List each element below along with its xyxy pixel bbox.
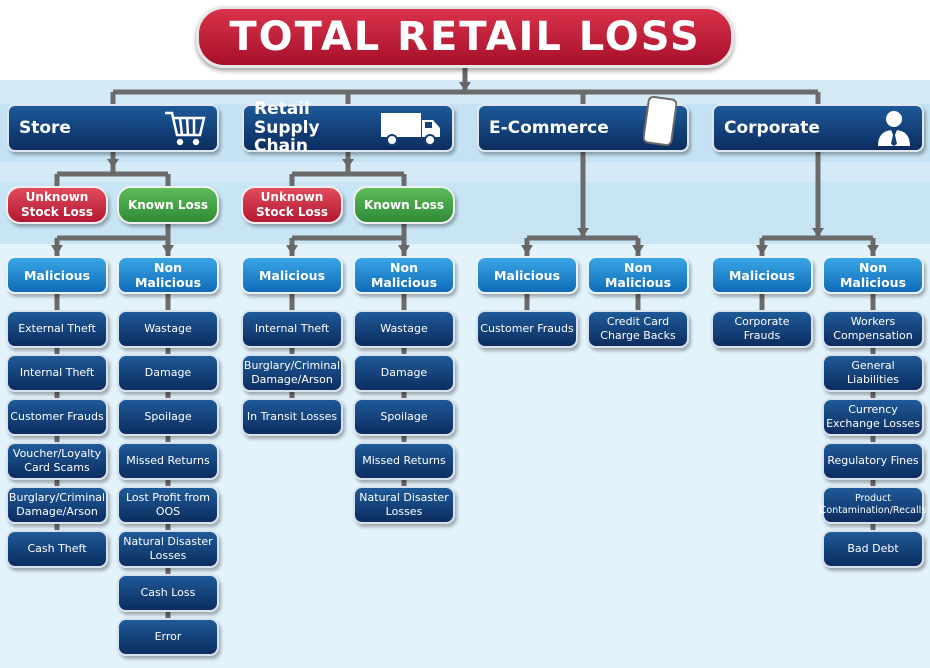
- loss-item[interactable]: Natural Disaster Losses: [117, 530, 219, 568]
- loss-item[interactable]: Burglary/Criminal Damage/Arson: [6, 486, 108, 524]
- loss-item[interactable]: Cash Loss: [117, 574, 219, 612]
- non-malicious-header-supply-chain[interactable]: Non Malicious: [353, 256, 455, 294]
- loss-item[interactable]: Damage: [117, 354, 219, 392]
- loss-item[interactable]: Currency Exchange Losses: [822, 398, 924, 436]
- category-store[interactable]: Store: [7, 104, 219, 152]
- unknown-stock-loss-store[interactable]: Unknown Stock Loss: [6, 186, 108, 224]
- malicious-header-e-commerce[interactable]: Malicious: [476, 256, 578, 294]
- background-band: [0, 162, 930, 182]
- loss-item[interactable]: Bad Debt: [822, 530, 924, 568]
- category-retail-supply-chain[interactable]: Retail Supply Chain: [242, 100, 454, 156]
- page-title: TOTAL RETAIL LOSS: [196, 6, 734, 68]
- loss-item[interactable]: In Transit Losses: [241, 398, 343, 436]
- loss-item[interactable]: Damage: [353, 354, 455, 392]
- category-label: Corporate: [724, 117, 820, 138]
- loss-item[interactable]: Cash Theft: [6, 530, 108, 568]
- loss-item[interactable]: Wastage: [353, 310, 455, 348]
- category-label: E-Commerce: [489, 117, 609, 138]
- loss-item[interactable]: Corporate Frauds: [711, 310, 813, 348]
- shopping-cart-icon: [163, 108, 207, 148]
- loss-item[interactable]: Credit Card Charge Backs: [587, 310, 689, 348]
- loss-item[interactable]: Voucher/Loyalty Card Scams: [6, 442, 108, 480]
- unknown-stock-loss-supply-chain[interactable]: Unknown Stock Loss: [241, 186, 343, 224]
- category-label: Retail Supply Chain: [254, 98, 320, 157]
- loss-item[interactable]: Internal Theft: [6, 354, 108, 392]
- loss-item[interactable]: Lost Profit from OOS: [117, 486, 219, 524]
- loss-item[interactable]: Missed Returns: [353, 442, 455, 480]
- loss-item[interactable]: Wastage: [117, 310, 219, 348]
- known-loss-store[interactable]: Known Loss: [117, 186, 219, 224]
- malicious-header-supply-chain[interactable]: Malicious: [241, 256, 343, 294]
- loss-item[interactable]: Product Contamination/Recalls: [820, 486, 926, 524]
- loss-item[interactable]: Internal Theft: [241, 310, 343, 348]
- loss-item[interactable]: Missed Returns: [117, 442, 219, 480]
- delivery-truck-icon: [380, 109, 442, 147]
- malicious-header-corporate[interactable]: Malicious: [711, 256, 813, 294]
- category-e-commerce[interactable]: E-Commerce: [477, 96, 689, 152]
- loss-item[interactable]: General Liabilities: [822, 354, 924, 392]
- loss-item[interactable]: Spoilage: [117, 398, 219, 436]
- businessman-icon: [876, 109, 912, 147]
- smartphone-icon: [643, 96, 677, 148]
- loss-item[interactable]: External Theft: [6, 310, 108, 348]
- loss-item[interactable]: Spoilage: [353, 398, 455, 436]
- non-malicious-header-store[interactable]: Non Malicious: [117, 256, 219, 294]
- malicious-header-store[interactable]: Malicious: [6, 256, 108, 294]
- loss-item[interactable]: Error: [117, 618, 219, 656]
- loss-item[interactable]: Customer Frauds: [6, 398, 108, 436]
- loss-item[interactable]: Natural Disaster Losses: [353, 486, 455, 524]
- category-label: Store: [19, 117, 71, 138]
- loss-item[interactable]: Customer Frauds: [476, 310, 578, 348]
- loss-item[interactable]: Burglary/Criminal Damage/Arson: [241, 354, 343, 392]
- non-malicious-header-e-commerce[interactable]: Non Malicious: [587, 256, 689, 294]
- known-loss-supply-chain[interactable]: Known Loss: [353, 186, 455, 224]
- loss-item[interactable]: Workers Compensation: [822, 310, 924, 348]
- category-corporate[interactable]: Corporate: [712, 104, 924, 152]
- non-malicious-header-corporate[interactable]: Non Malicious: [822, 256, 924, 294]
- loss-item[interactable]: Regulatory Fines: [822, 442, 924, 480]
